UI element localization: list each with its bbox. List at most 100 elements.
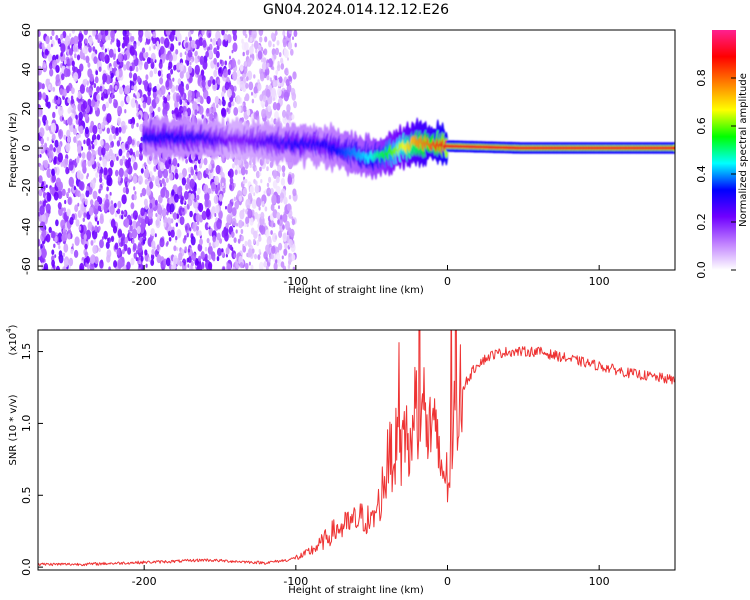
noise-speckle xyxy=(102,158,107,168)
noise-speckle xyxy=(165,53,170,61)
noise-speckle xyxy=(118,68,123,78)
noise-speckle xyxy=(96,220,100,225)
noise-speckle xyxy=(137,40,141,47)
noise-speckle xyxy=(235,229,238,234)
noise-speckle xyxy=(43,263,49,270)
noise-speckle xyxy=(231,49,234,54)
noise-speckle xyxy=(127,229,130,234)
noise-speckle xyxy=(220,177,226,188)
noise-speckle xyxy=(194,160,198,165)
x-tick-label: 0 xyxy=(444,575,451,588)
noise-speckle xyxy=(265,84,269,90)
noise-speckle xyxy=(79,84,85,94)
noise-speckle xyxy=(199,174,203,179)
noise-speckle xyxy=(164,189,170,199)
noise-speckle xyxy=(195,213,201,223)
noise-speckle xyxy=(57,38,61,44)
noise-speckle xyxy=(118,136,122,142)
noise-speckle xyxy=(250,264,254,270)
noise-speckle xyxy=(144,249,148,256)
noise-speckle xyxy=(280,57,284,64)
noise-speckle xyxy=(266,166,269,172)
noise-speckle xyxy=(216,62,220,68)
noise-speckle xyxy=(191,182,195,188)
noise-speckle xyxy=(174,172,179,180)
noise-speckle xyxy=(132,243,137,251)
noise-speckle xyxy=(84,126,89,135)
noise-speckle xyxy=(117,176,121,182)
y-tick-label: 1.5 xyxy=(20,343,33,361)
noise-speckle xyxy=(55,177,62,188)
noise-speckle xyxy=(237,105,242,113)
noise-speckle xyxy=(156,89,161,97)
noise-speckle xyxy=(149,70,154,78)
noise-speckle xyxy=(272,180,278,189)
noise-speckle xyxy=(290,48,294,56)
noise-speckle xyxy=(292,36,294,40)
noise-speckle xyxy=(253,238,256,244)
noise-speckle xyxy=(279,197,283,203)
noise-speckle xyxy=(71,98,75,105)
noise-speckle xyxy=(65,142,71,153)
noise-speckle xyxy=(38,107,42,117)
noise-speckle xyxy=(169,203,175,213)
noise-speckle xyxy=(67,197,72,205)
noise-speckle xyxy=(170,164,176,173)
noise-speckle xyxy=(222,96,225,102)
noise-speckle xyxy=(119,214,122,219)
noise-speckle xyxy=(272,209,278,219)
noise-speckle xyxy=(50,36,53,40)
noise-speckle xyxy=(123,210,126,215)
noise-speckle xyxy=(188,256,192,263)
noise-speckle xyxy=(168,53,173,62)
noise-speckle xyxy=(93,83,97,88)
noise-speckle xyxy=(217,38,222,47)
noise-speckle xyxy=(238,219,243,229)
noise-speckle xyxy=(170,229,175,238)
noise-speckle xyxy=(212,235,217,243)
noise-speckle xyxy=(225,247,230,255)
noise-speckle xyxy=(63,243,69,253)
noise-speckle xyxy=(66,208,71,217)
noise-speckle xyxy=(79,181,85,191)
noise-speckle xyxy=(242,102,245,107)
noise-speckle xyxy=(58,207,63,217)
noise-speckle xyxy=(221,248,224,253)
noise-speckle xyxy=(283,233,287,239)
noise-speckle xyxy=(260,73,265,82)
noise-speckle xyxy=(139,236,143,243)
noise-speckle xyxy=(53,157,57,164)
noise-speckle xyxy=(143,198,148,207)
x-tick-label: 0 xyxy=(444,275,451,288)
noise-speckle xyxy=(108,134,113,142)
noise-speckle xyxy=(131,156,136,164)
noise-speckle xyxy=(104,30,109,36)
noise-speckle xyxy=(87,68,93,78)
noise-speckle xyxy=(212,255,216,262)
noise-speckle xyxy=(197,263,203,270)
noise-speckle xyxy=(184,235,187,241)
noise-speckle xyxy=(128,72,133,79)
noise-speckle xyxy=(118,126,122,133)
noise-speckle xyxy=(72,43,78,53)
noise-speckle xyxy=(245,169,248,175)
noise-speckle xyxy=(251,91,253,96)
noise-speckle xyxy=(93,139,98,146)
spectrogram-ridge xyxy=(142,112,675,181)
noise-speckle xyxy=(60,52,63,57)
noise-speckle xyxy=(45,119,49,125)
noise-speckle xyxy=(131,85,134,90)
noise-speckle xyxy=(110,30,115,39)
noise-speckle xyxy=(228,101,232,108)
noise-speckle xyxy=(207,79,212,87)
noise-speckle xyxy=(43,121,46,126)
noise-speckle xyxy=(156,43,161,52)
noise-speckle xyxy=(267,105,272,113)
noise-speckle xyxy=(275,194,281,204)
noise-speckle xyxy=(278,52,282,58)
noise-speckle xyxy=(233,237,237,244)
noise-speckle xyxy=(76,54,81,61)
noise-speckle xyxy=(39,154,42,158)
noise-speckle xyxy=(293,71,296,76)
colorbar-tick-label: 0.6 xyxy=(695,117,708,135)
